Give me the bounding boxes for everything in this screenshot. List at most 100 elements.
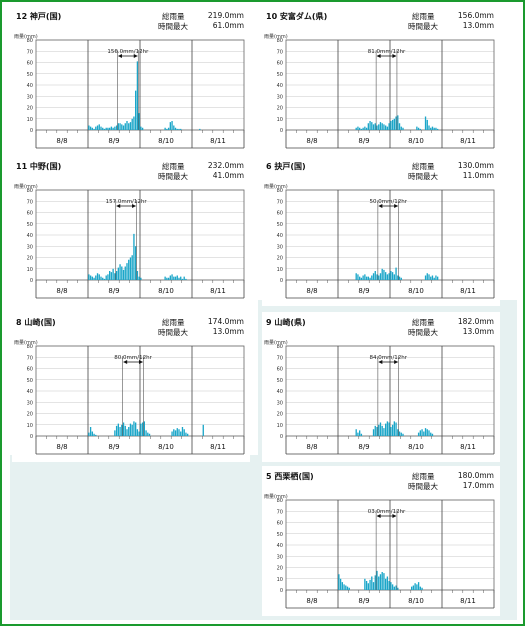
- rain-bar: [393, 118, 395, 130]
- x-tick-label: 8/11: [210, 443, 226, 451]
- rain-bar: [400, 277, 402, 280]
- rain-bar: [378, 576, 380, 590]
- rain-bar: [122, 125, 125, 130]
- total-rain-value: 180.0mm: [457, 471, 494, 480]
- rain-bar: [171, 431, 173, 436]
- rain-bar: [164, 276, 166, 280]
- rain-bar: [381, 572, 383, 590]
- rain-bar: [112, 127, 114, 130]
- rain-bar: [391, 272, 394, 280]
- rain-bar: [119, 427, 121, 436]
- y-tick-label: 40: [27, 233, 33, 239]
- rain-bar: [164, 127, 166, 130]
- rain-bar: [138, 276, 140, 280]
- rain-bar: [381, 268, 383, 280]
- y-tick-label: 40: [277, 233, 283, 239]
- rain-bar: [371, 576, 373, 590]
- rain-bar: [383, 269, 385, 280]
- y-tick-label: 40: [277, 543, 283, 549]
- y-tick-label: 10: [277, 577, 283, 583]
- rain-bar: [110, 126, 113, 130]
- rain-bar: [128, 259, 130, 280]
- rain-bar: [148, 433, 151, 436]
- rain-bar: [339, 578, 342, 590]
- rain-bar: [117, 123, 119, 130]
- y-tick-label: 0: [280, 128, 283, 134]
- y-tick-label: 0: [30, 128, 33, 134]
- rain-bar: [131, 118, 133, 130]
- rain-bar: [437, 276, 439, 280]
- rain-bar: [437, 128, 439, 130]
- rain-bar: [424, 428, 427, 436]
- station-chart-panel: 8 山崎(国) 総雨量 時間最大 174.0mm 13.0mm 雨量(mm) 0 10 20 30…: [12, 312, 250, 462]
- rain-bar: [386, 576, 389, 590]
- rain-bar: [388, 422, 390, 436]
- y-tick-label: 0: [30, 278, 33, 284]
- rain-bar: [107, 274, 109, 280]
- y-tick-label: 10: [277, 423, 283, 429]
- rain-bar: [364, 274, 366, 280]
- rain-bar: [187, 433, 189, 436]
- rain-bar: [395, 585, 397, 590]
- y-tick-label: 10: [27, 117, 33, 123]
- plot-frame: [35, 345, 245, 437]
- y-tick-label: 60: [277, 61, 283, 67]
- rain-bar: [117, 267, 119, 280]
- x-tick-label: 8/11: [210, 287, 226, 295]
- rain-bar: [126, 429, 128, 436]
- rain-bar: [402, 127, 404, 130]
- y-tick-label: 40: [277, 389, 283, 395]
- rain-bar: [185, 432, 187, 436]
- rain-bar: [369, 579, 371, 590]
- rain-bar: [121, 266, 123, 280]
- y-tick-label: 10: [277, 267, 283, 273]
- rain-bar: [169, 122, 171, 130]
- total-rain-value: 174.0mm: [207, 317, 244, 326]
- x-tick-label: 8/8: [306, 137, 317, 145]
- y-tick-label: 70: [277, 509, 283, 515]
- rain-bar: [140, 423, 142, 436]
- rain-bar: [178, 277, 180, 280]
- total-rain-label: 総雨量: [412, 162, 435, 171]
- rain-bar: [124, 123, 126, 130]
- rain-bar: [386, 126, 389, 130]
- rain-bar: [131, 255, 133, 280]
- y-tick-label: 30: [277, 554, 283, 560]
- y-tick-label: 50: [277, 532, 283, 538]
- rain-bar: [383, 573, 385, 590]
- y-tick-label: 30: [27, 244, 33, 250]
- rain-bar: [393, 421, 395, 436]
- rain-bar: [103, 128, 106, 130]
- rain-bar: [110, 272, 113, 280]
- rain-bar: [397, 429, 399, 436]
- rain-bar: [98, 274, 100, 280]
- rain-bar: [435, 275, 437, 280]
- arrow-head-icon: [123, 360, 128, 364]
- plot-frame: [285, 39, 495, 131]
- rain-bar: [378, 275, 380, 280]
- x-tick-label: 8/8: [56, 287, 67, 295]
- rain-bar: [138, 431, 140, 436]
- rain-bar: [124, 425, 126, 436]
- rain-bar: [143, 421, 145, 436]
- y-tick-label: 40: [27, 389, 33, 395]
- rain-bar: [426, 273, 428, 280]
- rain-bar: [424, 116, 427, 130]
- rain-bar: [379, 273, 382, 280]
- rain-bar: [362, 127, 364, 130]
- rain-bar: [433, 277, 435, 280]
- y-tick-label: 30: [27, 400, 33, 406]
- arrow-head-icon: [116, 204, 121, 208]
- station-chart-panel: 10 安富ダム(県) 総雨量 時間最大 156.0mm 13.0mm 雨量(mm) 0 10 2…: [262, 6, 500, 156]
- plot-frame: [285, 189, 495, 281]
- x-tick-label: 8/8: [56, 443, 67, 451]
- rain-bar: [430, 276, 432, 280]
- rain-bar: [136, 429, 139, 436]
- rain-bar: [398, 123, 401, 130]
- rain-bar: [124, 266, 126, 280]
- rain-bar: [345, 585, 347, 590]
- rain-bar: [181, 278, 184, 280]
- rain-bar: [180, 431, 182, 436]
- rain-bar: [372, 124, 375, 130]
- x-tick-label: 8/9: [358, 137, 369, 145]
